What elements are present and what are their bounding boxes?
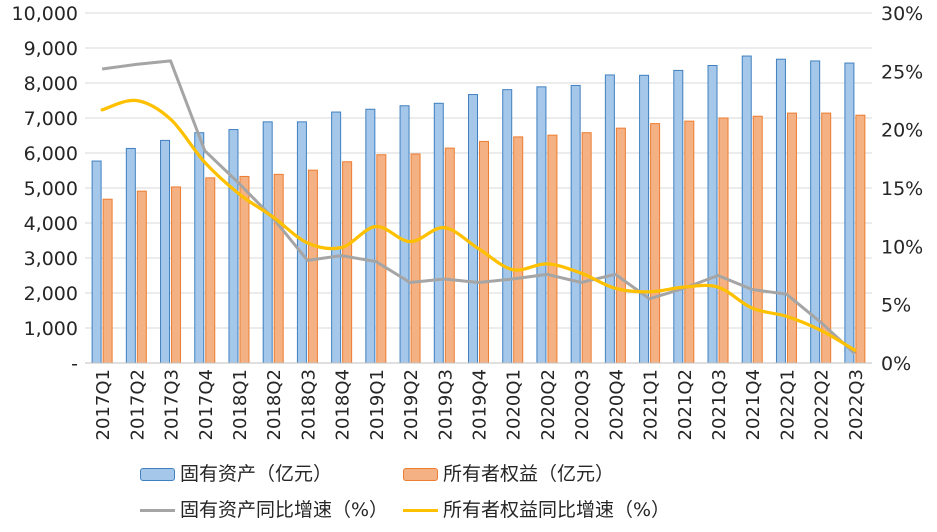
x-axis-label-2017Q4: 2017Q4 [196,369,217,440]
bar-fixed-assets-2020Q1 [502,89,513,364]
x-axis-label-2020Q3: 2020Q3 [572,369,593,440]
y-axis-left-label-0: - [71,353,78,375]
bar-fixed-assets-2020Q4 [604,74,615,364]
bar-fixed-assets-2019Q4 [468,94,478,364]
y-axis-right-label-3: 15% [881,178,923,200]
bar-owners-equity-2018Q2 [273,173,284,364]
line-owners-equity-growth [100,98,857,352]
x-axis-label-2018Q2: 2018Q2 [264,369,285,440]
bar-fixed-assets-2017Q2 [125,147,136,364]
bar-owners-equity-2019Q2 [410,153,421,364]
bar-owners-equity-2021Q2 [684,120,695,364]
bar-owners-equity-2020Q4 [615,127,626,364]
bar-fixed-assets-2022Q1 [775,58,786,364]
x-axis-label-2017Q3: 2017Q3 [162,369,183,440]
y-axis-left-label-2: 2,000 [24,283,78,305]
y-axis-right-label-4: 20% [881,120,923,142]
bar-fixed-assets-2019Q3 [433,102,444,364]
bar-owners-equity-2017Q4 [205,177,216,364]
bar-owners-equity-2019Q1 [376,154,387,364]
bar-owners-equity-2020Q1 [513,136,524,364]
bar-owners-equity-2020Q2 [547,134,558,364]
bar-owners-equity-2017Q2 [136,190,147,364]
x-axis-label-2018Q1: 2018Q1 [230,369,251,440]
bar-fixed-assets-2017Q1 [91,160,102,364]
bar-owners-equity-2019Q3 [444,147,455,364]
bar-owners-equity-2021Q4 [752,115,763,364]
bar-fixed-assets-2017Q3 [160,139,171,364]
bar-owners-equity-2017Q1 [102,198,113,364]
bar-fixed-assets-2018Q4 [331,111,342,364]
bar-fixed-assets-2020Q3 [570,84,581,364]
bar-fixed-assets-2019Q2 [399,105,410,364]
x-axis-label-2021Q2: 2021Q2 [675,369,696,440]
bar-fixed-assets-2018Q1 [228,129,239,364]
x-axis-label-2020Q4: 2020Q4 [606,369,627,440]
bar-fixed-assets-2021Q3 [707,65,718,364]
bar-fixed-assets-2020Q2 [536,86,547,364]
bar-owners-equity-2018Q3 [307,169,318,364]
y-axis-left-label-6: 6,000 [24,143,78,165]
x-axis-label-2021Q1: 2021Q1 [641,369,662,440]
y-axis-left-label-4: 4,000 [24,213,78,235]
y-axis-left-label-8: 8,000 [24,73,78,95]
x-axis-label-2022Q2: 2022Q2 [812,369,833,440]
bar-fixed-assets-2019Q1 [365,108,376,364]
bar-owners-equity-2021Q3 [718,117,729,364]
x-axis-label-2020Q1: 2020Q1 [504,369,525,440]
bar-fixed-assets-2018Q2 [262,121,273,364]
x-axis-label-2019Q3: 2019Q3 [435,369,456,440]
x-axis-label-2019Q1: 2019Q1 [367,369,388,440]
y-axis-right-label-6: 30% [881,3,923,25]
x-axis-label-2019Q4: 2019Q4 [470,369,491,440]
y-axis-left-label-5: 5,000 [24,178,78,200]
line-fixed-assets-growth [101,59,856,355]
y-axis-left-label-7: 7,000 [24,108,78,130]
bar-owners-equity-2018Q4 [342,161,353,364]
x-axis-label-2017Q1: 2017Q1 [93,369,114,440]
x-axis-label-2022Q1: 2022Q1 [777,369,798,440]
x-axis-label-2019Q2: 2019Q2 [401,369,422,440]
bar-owners-equity-2022Q1 [786,112,797,364]
bar-fixed-assets-2021Q2 [673,69,684,364]
bar-owners-equity-2022Q3 [855,114,866,364]
bar-owners-equity-2018Q1 [239,175,250,364]
x-axis-label-2017Q2: 2017Q2 [127,369,148,440]
y-axis-left-label-10: 10,000 [12,3,78,25]
bar-fixed-assets-2021Q1 [639,74,650,364]
y-axis-right-label-5: 25% [881,61,923,83]
y-axis-right-label-2: 10% [881,236,923,258]
bar-fixed-assets-2017Q4 [194,132,205,364]
x-axis-label-2022Q3: 2022Q3 [846,369,867,440]
bar-owners-equity-2020Q3 [581,132,592,364]
y-axis-left-label-3: 3,000 [24,248,78,270]
bar-fixed-assets-2022Q3 [844,62,855,364]
y-axis-left-label-9: 9,000 [24,38,78,60]
y-axis-left-label-1: 1,000 [24,318,78,340]
x-axis-label-2021Q4: 2021Q4 [743,369,764,440]
x-axis-label-2018Q3: 2018Q3 [298,369,319,440]
bar-owners-equity-2017Q3 [171,186,182,364]
bar-fixed-assets-2021Q4 [741,55,752,364]
y-axis-right-label-1: 5% [881,295,911,317]
bar-owners-equity-2021Q1 [650,123,661,364]
y-axis-right-label-0: 0% [881,353,911,375]
x-axis-label-2020Q2: 2020Q2 [538,369,559,440]
x-axis-label-2018Q4: 2018Q4 [333,369,354,440]
x-axis-label-2021Q3: 2021Q3 [709,369,730,440]
